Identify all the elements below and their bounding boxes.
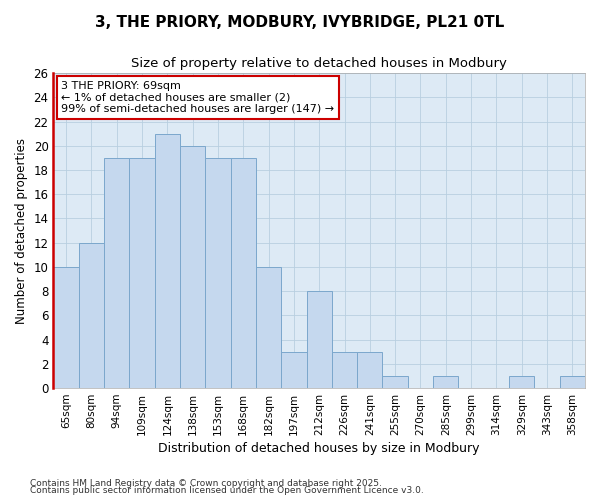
Bar — [281, 352, 307, 388]
Text: 3 THE PRIORY: 69sqm
← 1% of detached houses are smaller (2)
99% of semi-detached: 3 THE PRIORY: 69sqm ← 1% of detached hou… — [61, 81, 335, 114]
Title: Size of property relative to detached houses in Modbury: Size of property relative to detached ho… — [131, 58, 507, 70]
Bar — [205, 158, 230, 388]
Text: 3, THE PRIORY, MODBURY, IVYBRIDGE, PL21 0TL: 3, THE PRIORY, MODBURY, IVYBRIDGE, PL21 … — [95, 15, 505, 30]
Bar — [104, 158, 130, 388]
Text: Contains HM Land Registry data © Crown copyright and database right 2025.: Contains HM Land Registry data © Crown c… — [30, 478, 382, 488]
Bar — [307, 291, 332, 388]
Bar — [180, 146, 205, 388]
Bar — [53, 267, 79, 388]
Bar — [382, 376, 408, 388]
Bar — [560, 376, 585, 388]
Bar — [256, 267, 281, 388]
Y-axis label: Number of detached properties: Number of detached properties — [15, 138, 28, 324]
X-axis label: Distribution of detached houses by size in Modbury: Distribution of detached houses by size … — [158, 442, 480, 455]
Bar — [230, 158, 256, 388]
Bar — [130, 158, 155, 388]
Bar — [332, 352, 357, 388]
Bar — [155, 134, 180, 388]
Text: Contains public sector information licensed under the Open Government Licence v3: Contains public sector information licen… — [30, 486, 424, 495]
Bar — [509, 376, 535, 388]
Bar — [357, 352, 382, 388]
Bar — [433, 376, 458, 388]
Bar — [79, 242, 104, 388]
